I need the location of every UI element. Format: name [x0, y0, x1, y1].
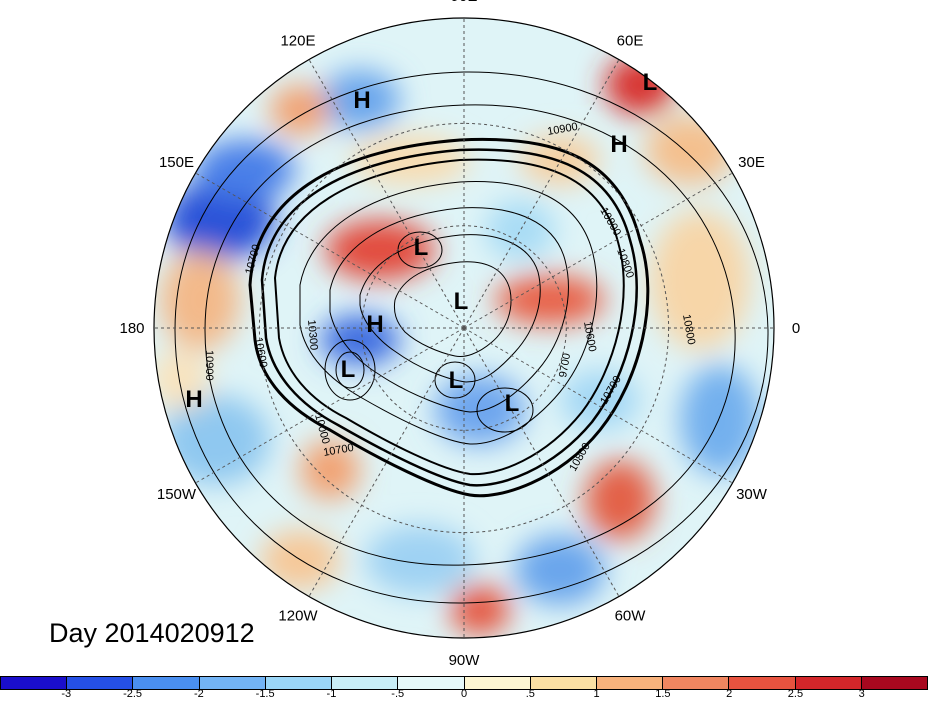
colorbar-tick-label: 3: [858, 688, 865, 700]
longitude-label: 150W: [157, 486, 197, 503]
pressure-center-H: H: [185, 386, 202, 413]
pressure-centers: H H L H L L H L L L H: [185, 69, 657, 417]
colorbar-swatch: [729, 677, 796, 689]
contour-label: 10800: [680, 313, 697, 345]
pressure-center-L: L: [341, 356, 356, 383]
colorbar-swatch: [861, 677, 928, 689]
colorbar-tick-label: 0: [460, 688, 468, 700]
colorbar-swatch: [67, 677, 134, 689]
meridian-line: [308, 327, 465, 597]
date-label: Day 2014020912: [49, 618, 255, 648]
contour-label: 10600: [581, 320, 598, 352]
colorbar-swatch: [332, 677, 399, 689]
pressure-center-L: L: [449, 367, 464, 394]
colorbar-swatch: [464, 677, 531, 689]
longitude-label: 30E: [738, 154, 765, 171]
pressure-center-H: H: [353, 87, 370, 114]
geopotential-contours: [174, 71, 769, 604]
meridian-line: [308, 59, 465, 329]
meridian-line: [195, 172, 465, 329]
colorbar-swatch: [530, 677, 597, 689]
meridian-line: [463, 327, 733, 484]
longitude-label: 60W: [615, 608, 647, 625]
colorbar-tick-label: -2: [193, 688, 204, 700]
colorbar-tick-label: -2.5: [123, 688, 143, 700]
longitude-label: 90W: [449, 652, 481, 669]
longitude-label: 30W: [736, 486, 768, 503]
colorbar-swatch: [596, 677, 664, 689]
meridian-line: [195, 327, 465, 484]
colorbar-tick-label: .5: [525, 688, 535, 700]
pressure-center-H: H: [610, 131, 627, 158]
colorbar-labels: -3 -2.5 -2 -1.5 -1 -.5 0 .5 1 1.5 2 2.5 3: [0, 688, 928, 702]
contour-label: 10700: [322, 442, 354, 459]
map-boundary: [153, 17, 775, 639]
colorbar-tick-label: 1: [593, 688, 600, 700]
longitude-label: 60E: [617, 32, 644, 49]
pressure-center-L: L: [414, 234, 429, 261]
longitude-labels: 90E 60E 30E 0 30W 60W 90W 120W 150W 180 150E 120E: [119, 0, 800, 669]
contour-label: 10900: [546, 121, 578, 138]
lat-lon-graticule: [154, 18, 774, 638]
contour-label: 9700: [557, 352, 573, 378]
colorbar-swatch: [1, 677, 68, 689]
pressure-center-L: L: [454, 288, 469, 315]
contour-label: 10600: [252, 336, 269, 368]
colorbar-tick-label: 2: [726, 688, 733, 700]
colorbar-swatch: [199, 677, 266, 689]
colorbar-swatch: [795, 677, 862, 689]
longitude-label: 120W: [278, 608, 318, 625]
longitude-label: 90E: [451, 0, 478, 5]
colorbar-tick-label: -3: [61, 688, 72, 700]
pressure-center-L: L: [643, 69, 658, 96]
colorbar-tick-label: 1.5: [655, 688, 671, 700]
colorbar-tick-label: -.5: [391, 688, 405, 700]
contour-label: 10900: [203, 350, 215, 381]
colorbar-swatch: [133, 677, 200, 689]
meridian-line: [463, 327, 620, 597]
pressure-center-L: L: [505, 390, 520, 417]
contour-label: 10300: [305, 319, 320, 351]
colorbar-tick-label: 2.5: [787, 688, 804, 700]
longitude-label: 120E: [280, 32, 315, 49]
longitude-label: 180: [119, 320, 144, 337]
colorbar-tick-label: -1.5: [255, 688, 275, 700]
colorbar-swatch: [265, 677, 333, 689]
pressure-center-H: H: [366, 311, 383, 338]
meridian-line: [463, 59, 620, 329]
colorbar-tick-label: -1: [326, 688, 337, 700]
colorbar-swatch: [663, 677, 730, 689]
meridian-line: [463, 172, 733, 329]
longitude-label: 150E: [159, 154, 194, 171]
longitude-label: 0: [792, 320, 800, 337]
colorbar: [0, 676, 928, 690]
colorbar-swatch: [398, 677, 465, 689]
